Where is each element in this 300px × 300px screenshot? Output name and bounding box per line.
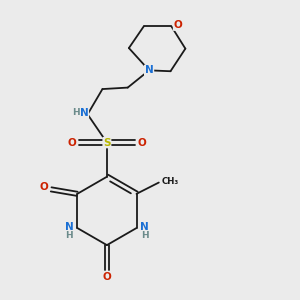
Text: N: N bbox=[145, 65, 154, 75]
Text: O: O bbox=[137, 138, 146, 148]
Text: CH₃: CH₃ bbox=[161, 177, 178, 186]
Text: N: N bbox=[80, 108, 88, 118]
Text: N: N bbox=[64, 221, 74, 232]
Text: H: H bbox=[65, 231, 73, 240]
Text: O: O bbox=[39, 182, 48, 192]
Text: S: S bbox=[103, 138, 111, 148]
Text: H: H bbox=[141, 231, 148, 240]
Text: N: N bbox=[140, 221, 149, 232]
Text: O: O bbox=[103, 272, 111, 282]
Text: O: O bbox=[174, 20, 182, 30]
Text: O: O bbox=[68, 138, 76, 148]
Text: H: H bbox=[73, 108, 80, 117]
